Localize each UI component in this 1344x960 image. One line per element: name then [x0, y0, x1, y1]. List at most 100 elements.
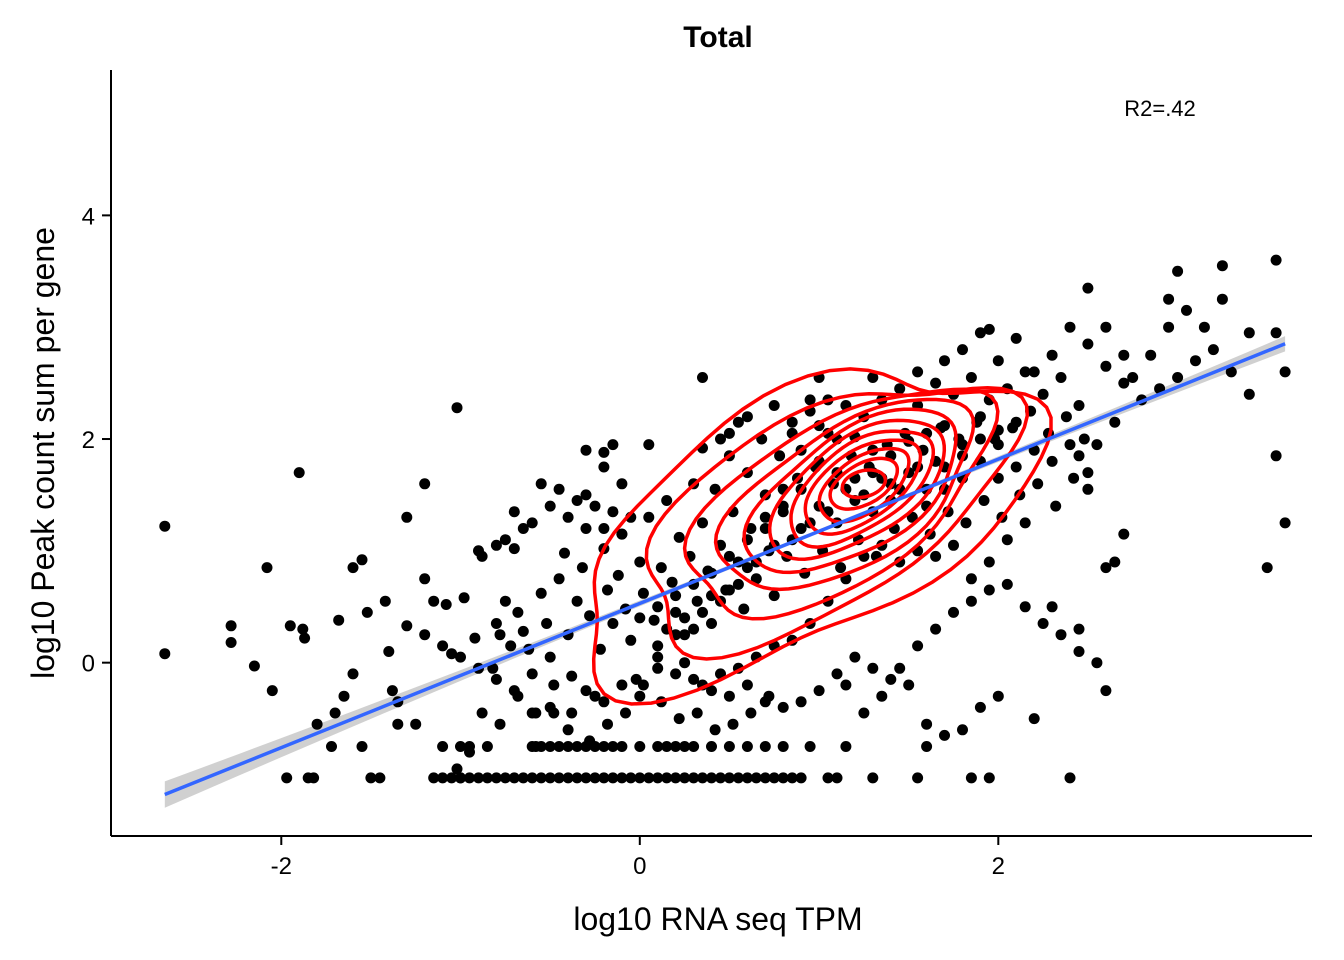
data-point [428, 772, 440, 784]
data-point [960, 517, 972, 529]
data-point [1190, 355, 1201, 367]
data-point [957, 439, 968, 451]
data-point [553, 483, 565, 495]
data-point [1055, 629, 1067, 641]
data-point [732, 772, 744, 784]
data-point [535, 772, 547, 784]
data-point [745, 707, 757, 719]
data-point [584, 610, 596, 622]
data-point [589, 741, 601, 752]
data-point [723, 690, 735, 702]
data-point [379, 595, 391, 607]
data-point [1046, 601, 1058, 613]
data-point [965, 772, 977, 784]
data-point [661, 772, 673, 784]
data-point [553, 772, 565, 784]
data-point [930, 623, 942, 635]
data-point [476, 707, 488, 719]
data-point [1082, 282, 1094, 294]
data-point [679, 741, 691, 752]
data-point [840, 741, 852, 752]
data-point [347, 668, 359, 680]
data-point [347, 562, 359, 574]
data-point [965, 372, 977, 383]
data-point [867, 772, 879, 784]
data-point [974, 433, 986, 445]
data-point [1172, 265, 1184, 277]
data-point [602, 584, 613, 596]
data-point [589, 500, 601, 512]
data-point [607, 741, 619, 752]
data-point [1073, 450, 1085, 462]
data-point [607, 439, 619, 451]
data-point [652, 772, 664, 784]
data-point [374, 772, 386, 784]
data-point [1127, 372, 1139, 383]
data-point [508, 506, 520, 518]
fit-line [164, 342, 1286, 797]
data-point [978, 495, 990, 506]
data-point [679, 612, 691, 624]
data-point [1068, 472, 1080, 484]
data-point [526, 741, 538, 752]
data-point [419, 629, 431, 641]
data-point [634, 556, 646, 568]
data-point [248, 660, 260, 672]
data-point [616, 478, 628, 490]
data-point [768, 590, 780, 602]
data-point [992, 355, 1004, 367]
data-point [446, 648, 458, 660]
data-point [661, 741, 673, 752]
data-point [670, 606, 682, 618]
data-point [580, 489, 592, 501]
data-point [469, 632, 481, 644]
data-point [709, 483, 721, 495]
data-point [732, 416, 744, 428]
data-point [616, 679, 628, 691]
data-point [643, 772, 655, 784]
data-point [1100, 685, 1112, 697]
data-point [912, 366, 924, 378]
data-point [1225, 366, 1237, 378]
data-point [679, 772, 691, 784]
data-point [666, 576, 678, 588]
data-point [741, 772, 753, 784]
data-point [494, 629, 506, 641]
data-point [607, 618, 619, 629]
data-point [512, 606, 524, 618]
data-point [822, 772, 834, 784]
data-point [741, 562, 753, 574]
data-point [1216, 293, 1228, 305]
data-point [706, 685, 717, 697]
data-point [1046, 455, 1058, 467]
data-point [634, 741, 646, 752]
data-point [598, 696, 610, 708]
data-point [437, 772, 449, 784]
data-point [688, 673, 700, 685]
data-point [974, 411, 986, 423]
data-point [1118, 349, 1130, 361]
data-point [297, 623, 309, 635]
data-point [544, 701, 556, 713]
data-point [1019, 366, 1031, 378]
data-point [428, 595, 440, 607]
data-point [1073, 646, 1085, 657]
data-point [688, 772, 700, 784]
data-point [308, 772, 320, 784]
data-point [652, 662, 664, 674]
data-point [517, 523, 529, 534]
data-point [571, 495, 583, 506]
data-point [499, 595, 511, 607]
data-point [840, 679, 852, 691]
data-point [723, 772, 735, 784]
data-point [1109, 556, 1121, 568]
data-point [437, 741, 449, 752]
data-point [831, 772, 843, 784]
data-point [365, 772, 377, 784]
data-point [1270, 450, 1282, 462]
data-point [455, 651, 466, 663]
data-point [1082, 483, 1094, 495]
data-point [1037, 618, 1049, 629]
data-point [759, 511, 771, 523]
data-point [299, 632, 311, 644]
